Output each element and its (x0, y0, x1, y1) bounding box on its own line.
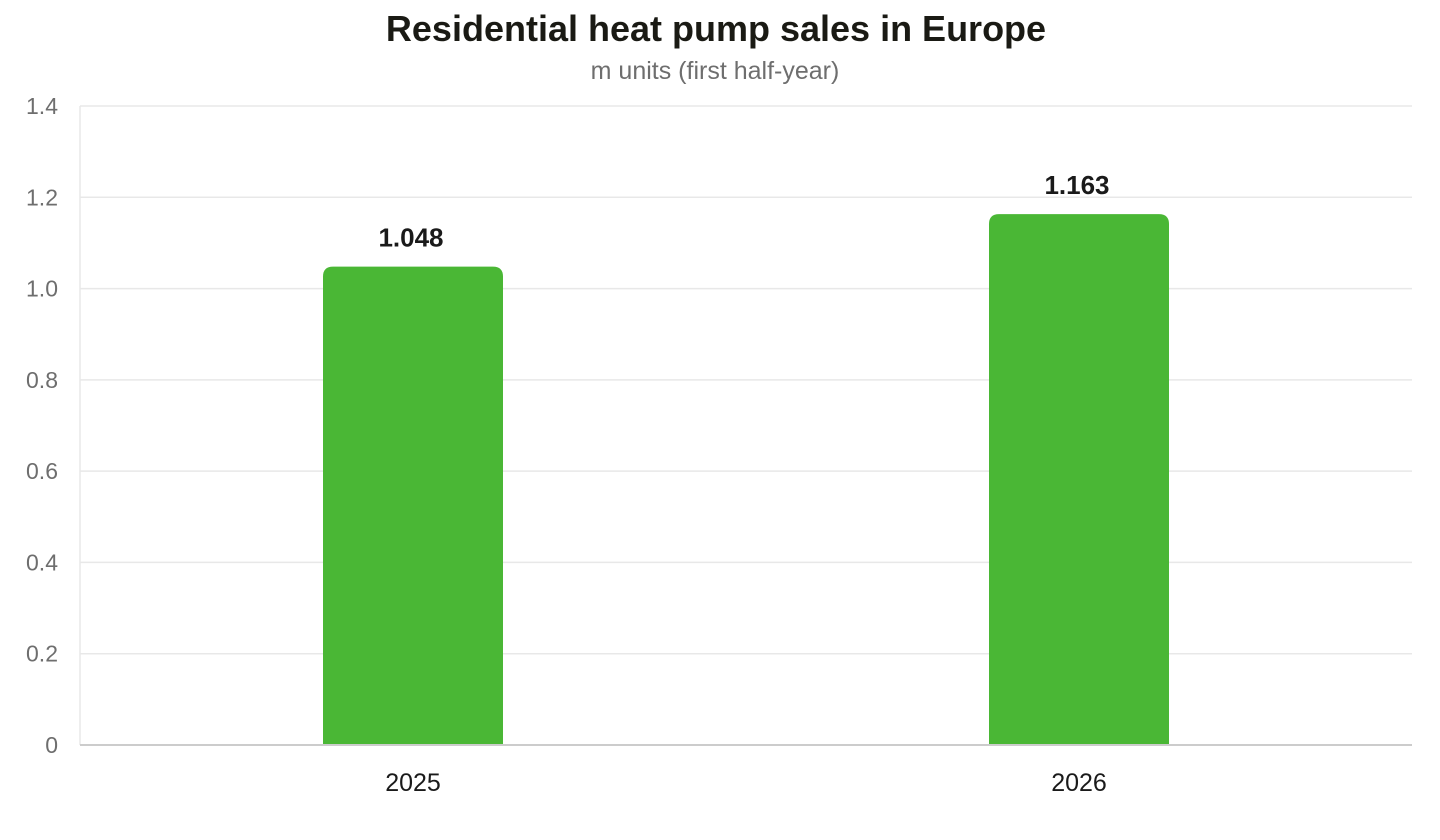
bar-value-label: 1.163 (1044, 170, 1109, 200)
bar-2026 (989, 214, 1169, 745)
y-tick-label: 0.6 (26, 458, 58, 484)
bar-value-label: 1.048 (378, 223, 443, 253)
y-tick-label: 0.4 (26, 549, 58, 575)
y-tick-label: 1.4 (26, 93, 58, 119)
y-tick-label: 0.2 (26, 641, 58, 667)
y-tick-label: 0 (45, 732, 58, 758)
y-tick-label: 0.8 (26, 367, 58, 393)
gridlines (80, 105, 1412, 655)
y-tick-label: 1.0 (26, 276, 58, 302)
bar-2025 (323, 266, 503, 745)
y-tick-label: 1.2 (26, 184, 58, 210)
bars (323, 214, 1169, 745)
chart-subtitle: m units (first half-year) (590, 57, 840, 85)
chart-title: Residential heat pump sales in Europe (385, 8, 1047, 49)
x-category-label: 2025 (385, 769, 441, 797)
x-category-label: 2026 (1051, 769, 1107, 797)
labels: 0 0.2 0.4 0.6 0.8 1.0 1.2 1.4 1.048 2025 1.163 2026 (26, 93, 1412, 797)
